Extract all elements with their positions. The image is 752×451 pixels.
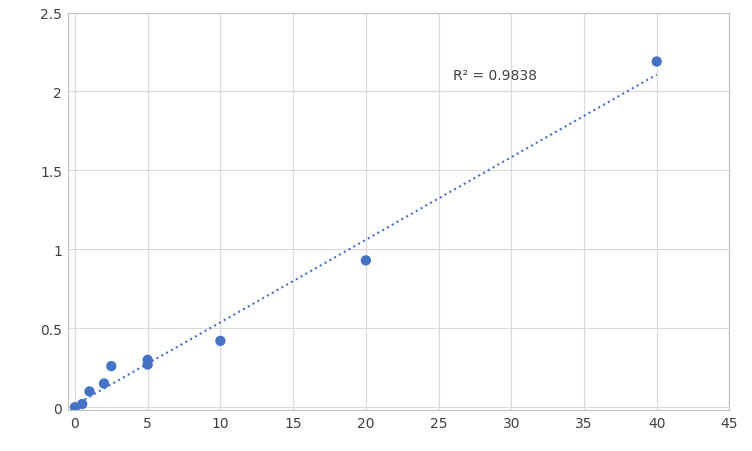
Point [141,356,153,364]
Point [105,363,117,370]
Point [69,404,81,411]
Point [214,337,226,345]
Point [359,257,371,264]
Point [98,380,110,387]
Point [141,361,153,368]
Point [650,59,663,66]
Text: R² = 0.9838: R² = 0.9838 [453,69,537,83]
Point [83,388,96,395]
Point [76,400,88,408]
